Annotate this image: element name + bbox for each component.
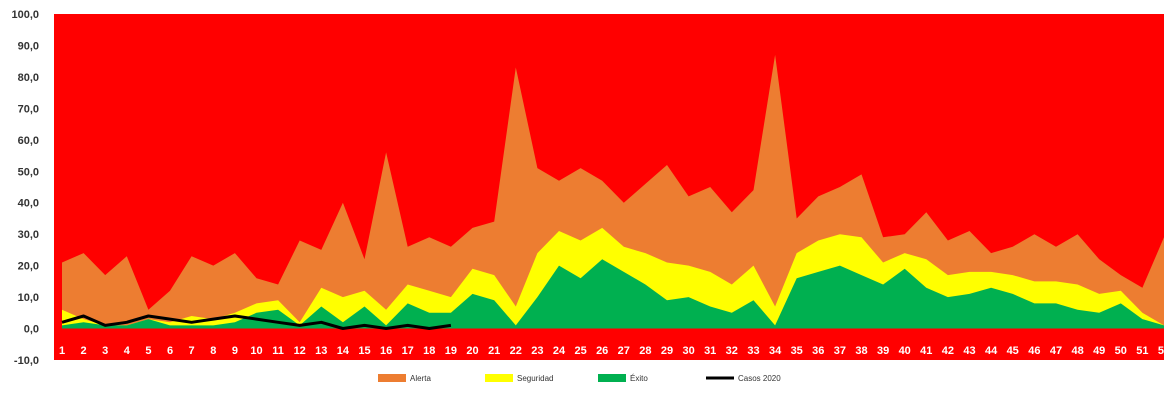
x-tick-label: 2 <box>81 345 87 357</box>
x-tick-label: 14 <box>337 345 350 357</box>
x-tick-label: 27 <box>618 345 630 357</box>
legend-label-seguridad: Seguridad <box>517 374 553 383</box>
x-tick-label: 11 <box>272 345 284 357</box>
legend-swatch--xito <box>598 374 626 382</box>
x-tick-label: 40 <box>899 345 911 357</box>
x-tick-label: 45 <box>1007 345 1019 357</box>
x-tick-label: 31 <box>704 345 716 357</box>
x-tick-label: 17 <box>402 345 414 357</box>
legend-label-alerta: Alerta <box>410 374 431 383</box>
x-tick-label: 32 <box>726 345 738 357</box>
y-tick-label: 10,0 <box>18 292 39 304</box>
x-tick-label: 1 <box>59 345 65 357</box>
x-tick-label: 41 <box>920 345 932 357</box>
y-tick-label: 100,0 <box>11 9 39 21</box>
x-tick-label: 16 <box>380 345 392 357</box>
legend-label--xito: Éxito <box>630 374 648 383</box>
x-tick-label: 9 <box>232 345 238 357</box>
x-tick-label: 30 <box>682 345 694 357</box>
x-tick-label: 18 <box>423 345 435 357</box>
x-tick-label: 28 <box>639 345 651 357</box>
y-tick-label: 60,0 <box>18 135 39 147</box>
x-tick-label: 47 <box>1050 345 1062 357</box>
legend-swatch-seguridad <box>485 374 513 382</box>
y-tick-label: 40,0 <box>18 198 39 210</box>
x-tick-label: 15 <box>358 345 370 357</box>
y-tick-label: 20,0 <box>18 261 39 273</box>
x-tick-label: 39 <box>877 345 889 357</box>
x-tick-label: 49 <box>1093 345 1105 357</box>
x-tick-label: 20 <box>466 345 478 357</box>
x-tick-label: 7 <box>189 345 195 357</box>
x-tick-label: 22 <box>510 345 522 357</box>
x-tick-label: 3 <box>102 345 108 357</box>
x-tick-label: 8 <box>210 345 216 357</box>
x-tick-label: 51 <box>1136 345 1148 357</box>
x-tick-label: 33 <box>747 345 759 357</box>
x-tick-label: 6 <box>167 345 173 357</box>
x-tick-label: 21 <box>488 345 500 357</box>
legend-swatch-alerta <box>378 374 406 382</box>
y-tick-label: 50,0 <box>18 166 39 178</box>
y-tick-label: 80,0 <box>18 72 39 84</box>
y-tick-label: 90,0 <box>18 41 39 53</box>
legend-label-casos-2020: Casos 2020 <box>738 374 781 383</box>
x-tick-label: 52 <box>1158 345 1166 357</box>
x-tick-label: 25 <box>574 345 586 357</box>
x-tick-label: 36 <box>812 345 824 357</box>
x-tick-label: 23 <box>531 345 543 357</box>
x-tick-label: 35 <box>791 345 803 357</box>
x-tick-label: 12 <box>294 345 306 357</box>
x-tick-label: 48 <box>1071 345 1083 357</box>
x-tick-label: 26 <box>596 345 608 357</box>
x-tick-label: 19 <box>445 345 457 357</box>
y-tick-label: -10,0 <box>14 355 39 367</box>
x-tick-label: 24 <box>553 345 566 357</box>
x-tick-label: 37 <box>834 345 846 357</box>
x-tick-label: 4 <box>124 345 131 357</box>
y-tick-label: 30,0 <box>18 229 39 241</box>
x-tick-label: 10 <box>250 345 262 357</box>
x-tick-label: 13 <box>315 345 327 357</box>
x-tick-label: 42 <box>942 345 954 357</box>
x-tick-label: 38 <box>855 345 867 357</box>
x-tick-label: 46 <box>1028 345 1040 357</box>
x-tick-label: 29 <box>661 345 673 357</box>
y-tick-label: 70,0 <box>18 103 39 115</box>
y-axis-ticks: -10,0 0,0 10,0 20,0 30,0 40,0 50,0 60,0 70,0 80,0… <box>11 9 39 367</box>
x-tick-label: 34 <box>769 345 782 357</box>
x-tick-label: 50 <box>1115 345 1127 357</box>
x-tick-label: 43 <box>963 345 975 357</box>
x-tick-label: 44 <box>985 345 998 357</box>
x-tick-label: 5 <box>145 345 151 357</box>
legend: Alerta Seguridad Éxito Casos 2020 <box>378 374 781 383</box>
y-tick-label: 0,0 <box>24 324 39 336</box>
